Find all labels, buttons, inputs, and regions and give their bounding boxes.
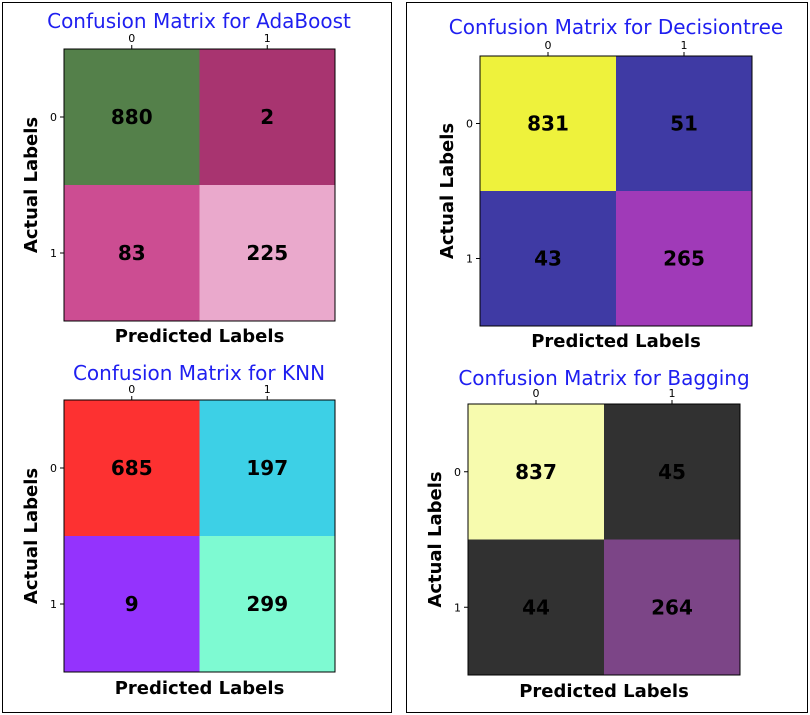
y-tick-label-knn-0: 0 [50, 462, 57, 475]
y-axis-label-decisiontree: Actual Labels [437, 123, 458, 259]
matrix-border-decisiontree [479, 55, 753, 327]
cell-knn-r0-c0 [64, 400, 200, 536]
cell-decisiontree-r0-c1 [616, 56, 752, 191]
cell-value-bagging-r1-c1: 264 [651, 595, 693, 619]
cell-bagging-r0-c1 [604, 404, 740, 540]
cell-value-bagging-r0-c1: 45 [658, 460, 686, 484]
x-tick-label-knn-0: 0 [128, 383, 135, 396]
cell-value-knn-r1-c1: 299 [246, 592, 288, 616]
x-tick-label-bagging-0: 0 [533, 387, 540, 400]
y-tick-label-bagging-0: 0 [454, 466, 461, 479]
cell-value-decisiontree-r1-c1: 265 [663, 247, 705, 271]
x-tick-label-adaboost-1: 1 [264, 32, 271, 45]
x-axis-label-decisiontree: Predicted Labels [531, 331, 701, 352]
y-tick-label-decisiontree-1: 1 [466, 253, 473, 266]
cell-decisiontree-r1-c0 [480, 191, 616, 326]
cell-value-knn-r0-c1: 197 [246, 456, 288, 480]
cell-value-decisiontree-r1-c0: 43 [534, 247, 562, 271]
cell-bagging-r0-c0 [468, 404, 604, 540]
cell-adaboost-r1-c0 [64, 185, 200, 321]
cell-knn-r1-c0 [64, 536, 200, 672]
matrix-border-bagging [467, 403, 741, 676]
matrix-border-adaboost [63, 48, 336, 322]
cell-value-knn-r1-c0: 9 [125, 592, 139, 616]
cell-value-bagging-r0-c0: 837 [515, 460, 557, 484]
cell-knn-r0-c1 [199, 400, 335, 536]
cell-value-adaboost-r0-c0: 880 [111, 105, 153, 129]
cell-value-adaboost-r1-c0: 83 [118, 241, 146, 265]
y-tick-label-decisiontree-0: 0 [466, 118, 473, 131]
cell-adaboost-r0-c1 [199, 49, 335, 185]
x-axis-label-knn: Predicted Labels [115, 678, 285, 699]
y-axis-label-adaboost: Actual Labels [21, 117, 42, 253]
chart-title-adaboost: Confusion Matrix for AdaBoost [47, 9, 351, 33]
x-tick-label-bagging-1: 1 [669, 387, 676, 400]
cell-value-knn-r0-c0: 685 [111, 456, 153, 480]
cell-bagging-r1-c0 [468, 539, 604, 675]
cell-decisiontree-r1-c1 [616, 191, 752, 326]
x-tick-label-decisiontree-0: 0 [545, 39, 552, 52]
y-axis-label-bagging: Actual Labels [425, 471, 446, 607]
cell-bagging-r1-c1 [604, 539, 740, 675]
x-tick-label-knn-1: 1 [264, 383, 271, 396]
chart-title-bagging: Confusion Matrix for Bagging [458, 366, 749, 390]
x-tick-label-adaboost-0: 0 [128, 32, 135, 45]
cell-value-adaboost-r0-c1: 2 [260, 105, 274, 129]
x-axis-label-adaboost: Predicted Labels [115, 326, 285, 347]
chart-title-knn: Confusion Matrix for KNN [73, 361, 325, 385]
cell-adaboost-r1-c1 [199, 185, 335, 321]
cell-knn-r1-c1 [199, 536, 335, 672]
y-axis-label-knn: Actual Labels [21, 468, 42, 604]
x-axis-label-bagging: Predicted Labels [519, 681, 689, 702]
cell-adaboost-r0-c0 [64, 49, 200, 185]
cell-value-decisiontree-r0-c1: 51 [670, 112, 698, 136]
matrix-border-knn [63, 399, 336, 673]
x-tick-label-decisiontree-1: 1 [681, 39, 688, 52]
y-tick-label-knn-1: 1 [50, 598, 57, 611]
cell-decisiontree-r0-c0 [480, 56, 616, 191]
y-tick-label-bagging-1: 1 [454, 601, 461, 614]
y-tick-label-adaboost-1: 1 [50, 247, 57, 260]
y-tick-label-adaboost-0: 0 [50, 111, 57, 124]
chart-title-decisiontree: Confusion Matrix for Decisiontree [449, 15, 783, 39]
cell-value-decisiontree-r0-c0: 831 [527, 112, 569, 136]
cell-value-adaboost-r1-c1: 225 [246, 241, 288, 265]
cell-value-bagging-r1-c0: 44 [522, 595, 550, 619]
